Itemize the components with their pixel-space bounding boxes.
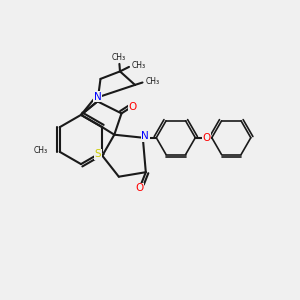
Text: CH₃: CH₃ [34, 146, 48, 155]
Text: N: N [141, 131, 149, 141]
Text: O: O [202, 133, 211, 143]
Text: CH₃: CH₃ [111, 53, 126, 62]
Text: O: O [129, 101, 137, 112]
Text: O: O [136, 183, 144, 193]
Text: N: N [94, 92, 101, 102]
Text: CH₃: CH₃ [131, 61, 146, 70]
Text: S: S [94, 149, 101, 159]
Text: CH₃: CH₃ [146, 77, 160, 86]
